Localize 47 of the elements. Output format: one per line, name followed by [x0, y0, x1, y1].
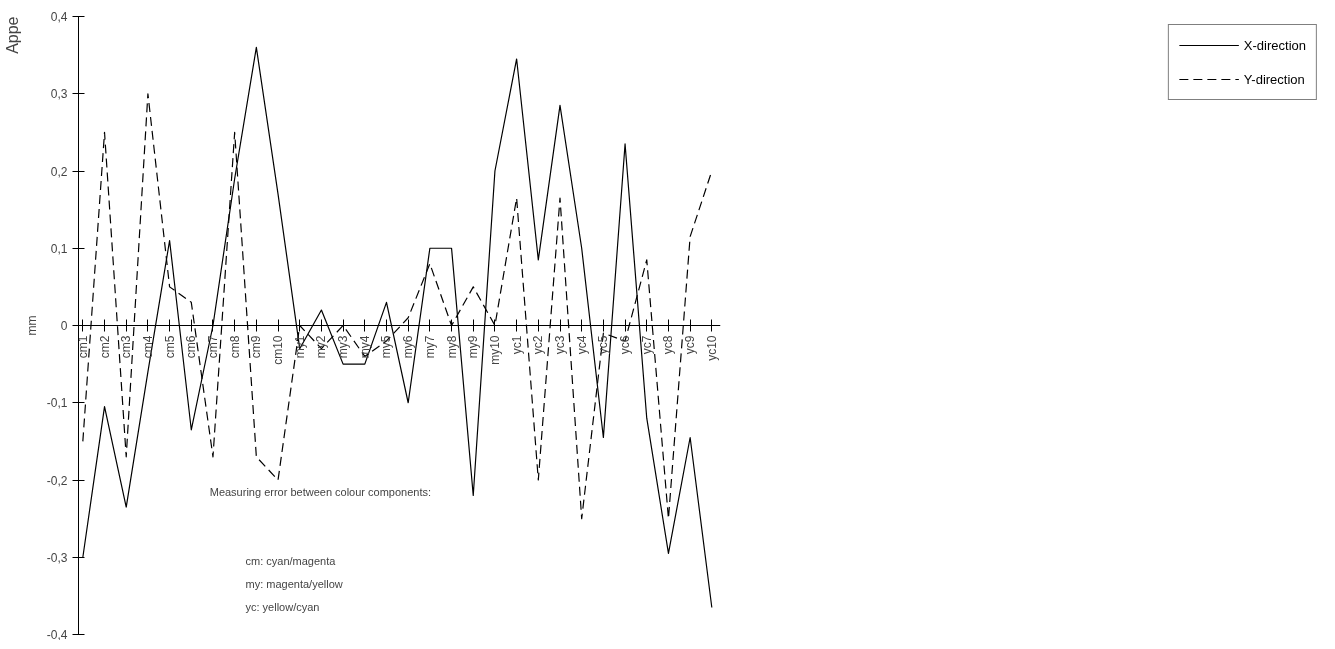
- y-tick-label: 0,3: [50, 87, 68, 102]
- x-tick-label: yc6: [618, 335, 633, 355]
- x-tick-label: cm10: [271, 335, 286, 365]
- x-tick-label: my1: [292, 335, 307, 359]
- y-tick-label: -0,4: [46, 628, 68, 642]
- x-tick-label: yc3: [553, 335, 567, 355]
- y-axis-title: mm: [24, 315, 39, 336]
- x-tick-label: yc10: [704, 335, 719, 361]
- legend-label: X-direction: [1243, 37, 1306, 53]
- x-tick-label: my9: [466, 335, 481, 359]
- x-tick-label: cm2: [97, 335, 112, 359]
- x-tick-label: yc9: [683, 335, 698, 355]
- x-tick-label: cm8: [227, 335, 242, 359]
- y-tick-label: 0,1: [50, 241, 68, 256]
- x-tick-label: cm9: [249, 335, 264, 359]
- x-tick-label: yc2: [531, 335, 546, 355]
- x-tick-label: yc5: [596, 335, 611, 355]
- x-tick-label: my2: [314, 335, 329, 359]
- x-tick-label: cm4: [140, 335, 155, 359]
- x-tick-label: cm7: [205, 335, 220, 359]
- y-tick-label: 0,2: [50, 164, 68, 179]
- x-tick-label: cm1: [75, 335, 90, 359]
- x-tick-label: my8: [444, 335, 459, 359]
- legend-label: Y-direction: [1243, 71, 1305, 87]
- y-tick-label: 0,4: [50, 10, 68, 24]
- x-tick-label: my10: [487, 335, 502, 365]
- x-tick-label: my3: [336, 335, 351, 359]
- annotation: my: magenta/yellow: [245, 578, 343, 591]
- x-tick-label: my5: [379, 335, 394, 359]
- x-tick-label: cm3: [119, 335, 134, 359]
- x-tick-label: yc4: [574, 335, 589, 355]
- y-tick-label: -0,2: [46, 473, 68, 488]
- text: Appe: [3, 16, 21, 54]
- annotation: Measuring error between colour components:: [209, 485, 432, 498]
- x-tick-label: my7: [422, 335, 437, 359]
- y-tick-label: 0: [60, 319, 68, 333]
- x-tick-label: my4: [357, 335, 372, 359]
- y-tick-label: -0,3: [46, 550, 68, 565]
- x-tick-label: yc1: [509, 335, 524, 355]
- x-tick-label: cm6: [184, 335, 199, 359]
- annotation: yc: yellow/cyan: [245, 601, 320, 614]
- y-tick-label: -0,1: [46, 396, 68, 411]
- x-tick-label: yc8: [661, 335, 676, 355]
- annotation: cm: cyan/magenta: [245, 555, 337, 568]
- x-tick-label: yc7: [639, 335, 654, 355]
- x-tick-label: my6: [401, 335, 416, 359]
- x-tick-label: cm5: [162, 335, 177, 359]
